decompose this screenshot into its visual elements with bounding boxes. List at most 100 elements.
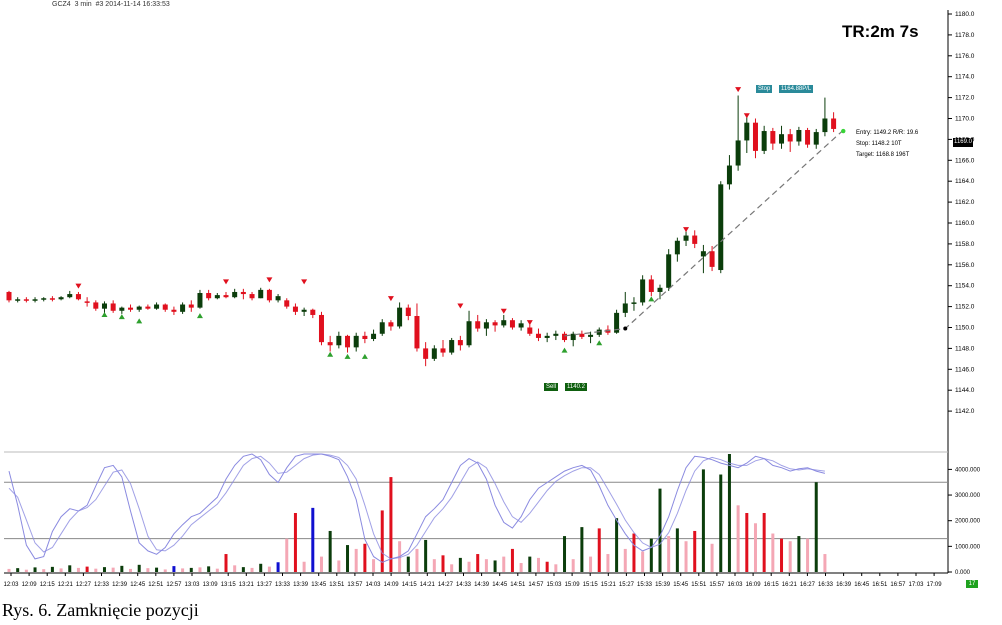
trade-path-line (564, 130, 843, 337)
candle-body (527, 327, 533, 334)
time-tick-label: 16:45 (854, 582, 870, 588)
price-tick-label: 1162.0 (955, 199, 975, 206)
volume-bar (380, 510, 384, 572)
volume-bar (328, 530, 332, 572)
time-tick-label: 13:27 (257, 582, 273, 588)
candle-body (310, 309, 316, 315)
time-tick-label: 14:33 (456, 582, 472, 588)
candle-body (110, 303, 116, 311)
time-tick-label: 12:51 (148, 582, 164, 588)
interval-label: 3 min (74, 1, 92, 8)
candle-body (405, 307, 411, 317)
candle-body (483, 322, 489, 329)
candle-body (622, 303, 628, 313)
buy-signal-triangle (561, 347, 568, 353)
sell-signal-triangle (743, 113, 750, 119)
candle-body (449, 340, 455, 353)
buy-signal-triangle (361, 353, 368, 359)
volume-bar (745, 513, 749, 572)
volume-bar (736, 505, 740, 572)
entry-point (623, 326, 628, 331)
candle-body (770, 131, 776, 144)
candle-body (457, 340, 463, 346)
volume-bar (719, 474, 723, 572)
volume-bar (693, 530, 697, 572)
volume-bar (762, 513, 766, 572)
volume-bar (476, 554, 480, 572)
price-tick-label: 1176.0 (955, 53, 975, 60)
volume-bar (450, 564, 454, 572)
candle-body (15, 299, 21, 301)
volume-bar (606, 554, 610, 572)
time-tick-label: 12:09 (22, 582, 38, 588)
time-tick-label: 12:03 (3, 582, 19, 588)
candle-body (822, 118, 828, 133)
candle-body (362, 335, 368, 339)
volume-bar (311, 507, 315, 572)
buy-signal-triangle (118, 314, 125, 320)
volume-bar (467, 561, 471, 572)
time-tick-label: 12:21 (58, 582, 74, 588)
volume-bar (658, 488, 662, 572)
price-tick-label: 1150.0 (955, 325, 975, 332)
sell-signal-triangle (301, 279, 308, 285)
price-tick-label: 1156.0 (955, 262, 975, 269)
candle-body (101, 303, 107, 309)
time-tick-label: 13:45 (311, 582, 327, 588)
volume-bar (363, 543, 367, 572)
volume-bar (684, 541, 688, 572)
candle-body (284, 300, 290, 307)
volume-bar (545, 561, 549, 572)
candle-body (128, 307, 134, 310)
volume-bar (293, 513, 297, 572)
candle-body (631, 302, 637, 304)
time-tick-label: 16:33 (818, 582, 834, 588)
volume-bar (424, 539, 428, 572)
candle-body (336, 335, 342, 346)
volume-bar (181, 568, 185, 572)
volume-bar (346, 545, 350, 572)
time-tick-label: 12:39 (112, 582, 128, 588)
time-tick-label: 13:09 (203, 582, 219, 588)
volume-bar (571, 559, 575, 572)
candle-body (388, 322, 394, 327)
time-tick-label: 14:57 (528, 582, 544, 588)
candle-body (787, 134, 793, 142)
sell-signal-triangle (683, 227, 690, 233)
candle-body (475, 321, 481, 329)
time-tick-label: 16:57 (890, 582, 906, 588)
candle-body (223, 295, 229, 298)
target-point (841, 128, 846, 134)
candle-body (171, 309, 177, 312)
buy-signal-triangle (327, 351, 334, 357)
time-tick-label: 15:33 (637, 582, 653, 588)
volume-bar (528, 556, 532, 572)
candle-body (414, 316, 420, 349)
candle-body (58, 297, 64, 300)
candle-body (752, 122, 758, 151)
candle-body (492, 322, 498, 326)
buy-signal-triangle (136, 318, 143, 324)
candle-body (93, 302, 99, 309)
price-tick-label: 1178.0 (955, 32, 975, 39)
candle-body (379, 322, 385, 334)
volume-bar (76, 567, 80, 572)
entry-label: Entry: 1149.2 R/R: 19.6 (856, 130, 919, 136)
volume-bar (94, 568, 98, 572)
volume-bar (189, 567, 193, 572)
volume-bar (50, 566, 54, 572)
candle-body (206, 293, 212, 299)
volume-bar (580, 527, 584, 572)
volume-bar (68, 565, 72, 572)
volume-bar (233, 565, 237, 572)
volume-bar (589, 556, 593, 572)
sell-signal-triangle (387, 296, 394, 302)
candle-body (232, 291, 238, 298)
candle-body (692, 235, 698, 244)
candle-body (266, 289, 272, 301)
volume-bar (163, 569, 167, 572)
volume-bar (111, 567, 115, 572)
volume-bar (727, 454, 731, 572)
candle-body (84, 301, 90, 303)
price-tick-label: 1166.0 (955, 157, 975, 164)
